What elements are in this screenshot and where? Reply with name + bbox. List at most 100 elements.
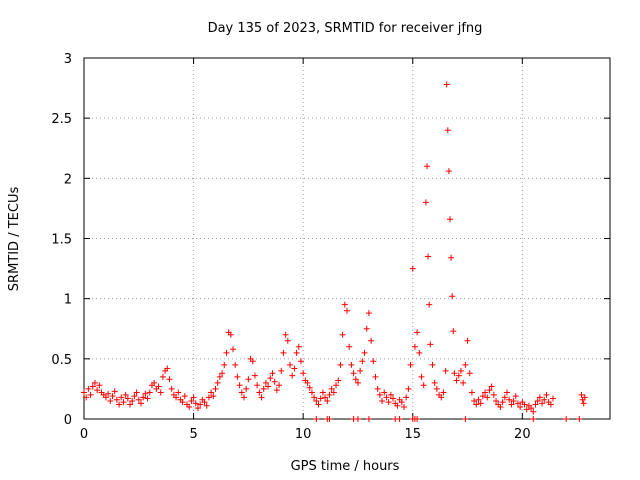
data-point xyxy=(453,377,460,384)
data-point xyxy=(91,379,98,386)
data-point xyxy=(326,416,333,422)
data-point xyxy=(188,397,195,404)
data-point xyxy=(300,370,307,377)
x-tick-label: 20 xyxy=(514,427,531,442)
y-tick-label: 0.5 xyxy=(51,353,72,368)
data-point xyxy=(335,377,342,384)
data-point xyxy=(201,399,208,406)
x-axis-label: GPS time / hours xyxy=(291,459,400,474)
data-point xyxy=(214,379,221,386)
data-point xyxy=(282,331,289,338)
data-point xyxy=(137,400,144,407)
data-point xyxy=(376,391,383,398)
data-point xyxy=(260,385,267,392)
data-point xyxy=(341,301,348,308)
data-point xyxy=(157,389,164,396)
data-point xyxy=(400,403,407,410)
data-point xyxy=(372,373,379,380)
data-point xyxy=(308,389,315,396)
data-point xyxy=(344,307,350,314)
data-point xyxy=(427,341,434,348)
data-point xyxy=(365,416,372,422)
data-point xyxy=(232,361,239,368)
data-point xyxy=(405,385,412,392)
data-point xyxy=(262,379,269,386)
data-point xyxy=(135,396,142,403)
x-tick-label: 0 xyxy=(80,427,88,442)
data-point xyxy=(166,376,173,383)
data-point xyxy=(346,343,353,350)
data-point xyxy=(245,376,252,383)
data-point xyxy=(493,397,500,404)
data-point xyxy=(451,370,458,377)
data-point xyxy=(313,416,320,422)
data-point xyxy=(506,396,513,403)
data-point xyxy=(475,396,482,403)
chart-title: Day 135 of 2023, SRMTID for receiver jfn… xyxy=(208,21,483,36)
data-point xyxy=(499,399,506,406)
data-point xyxy=(311,394,318,401)
data-point xyxy=(89,383,96,390)
data-point xyxy=(118,394,125,401)
data-point xyxy=(256,389,263,396)
data-point xyxy=(212,385,219,392)
data-point xyxy=(521,401,528,408)
data-point xyxy=(354,416,361,422)
data-point xyxy=(578,391,585,398)
data-point xyxy=(523,406,530,413)
data-point xyxy=(324,397,331,404)
data-point xyxy=(289,372,296,379)
data-point xyxy=(96,382,103,389)
data-point xyxy=(284,337,291,344)
data-point xyxy=(490,391,497,398)
data-point xyxy=(113,396,120,403)
data-point xyxy=(127,401,134,408)
data-point xyxy=(409,265,416,272)
data-point xyxy=(361,349,368,356)
data-point xyxy=(442,367,449,374)
data-point xyxy=(83,394,90,401)
data-point xyxy=(580,400,587,407)
data-point xyxy=(374,385,381,392)
data-point xyxy=(271,378,278,385)
data-point xyxy=(221,361,228,368)
data-point xyxy=(396,416,403,422)
data-point xyxy=(210,393,217,400)
data-point xyxy=(146,389,153,396)
data-point xyxy=(159,373,166,380)
data-point xyxy=(234,373,241,380)
data-point xyxy=(287,361,294,368)
axis-ticks xyxy=(83,57,610,420)
data-point xyxy=(168,385,175,392)
data-point xyxy=(313,397,320,404)
data-point xyxy=(105,390,112,397)
data-point xyxy=(354,379,361,386)
data-point xyxy=(370,358,377,365)
y-tick-label: 2.5 xyxy=(51,112,72,127)
data-point xyxy=(462,361,469,368)
data-point xyxy=(497,403,504,410)
data-point xyxy=(304,379,311,386)
y-tick-label: 3 xyxy=(64,52,72,67)
data-point xyxy=(418,373,425,380)
data-point xyxy=(322,394,329,401)
data-point xyxy=(190,394,197,401)
x-tick-labels: 0 5 10 15 20 xyxy=(80,427,531,442)
data-point xyxy=(129,397,136,404)
grid-lines xyxy=(84,58,610,419)
data-point xyxy=(155,383,162,390)
data-point xyxy=(144,395,151,402)
data-point xyxy=(249,358,256,365)
data-point xyxy=(550,395,557,402)
data-point xyxy=(426,301,433,308)
data-point xyxy=(326,391,333,398)
data-point xyxy=(530,416,537,422)
data-point xyxy=(251,372,258,379)
data-point xyxy=(179,399,186,406)
data-point xyxy=(447,216,454,223)
data-point xyxy=(394,402,401,409)
x-tick-label: 5 xyxy=(189,427,197,442)
data-point xyxy=(368,337,375,344)
data-point xyxy=(425,253,432,260)
data-point xyxy=(359,358,366,365)
